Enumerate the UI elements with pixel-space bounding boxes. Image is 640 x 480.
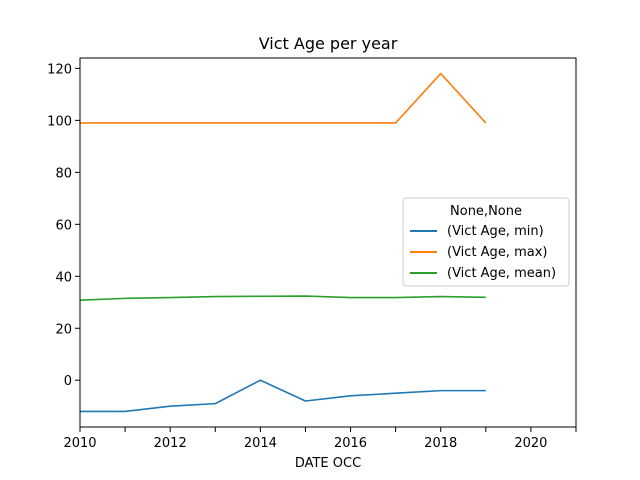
x-tick-label: 2010 — [63, 436, 96, 451]
series-line-0 — [80, 379, 486, 413]
legend-title: None,None — [450, 204, 522, 219]
series-line-2 — [79, 295, 486, 301]
y-tick-label: 120 — [47, 62, 72, 77]
series-lines — [79, 72, 487, 413]
chart-title: Vict Age per year — [259, 34, 398, 53]
x-tick-label: 2012 — [154, 436, 187, 451]
legend-box — [402, 197, 570, 287]
series-line-1 — [80, 72, 487, 124]
y-tick-label: 100 — [47, 114, 72, 129]
y-tick-label: 20 — [55, 322, 72, 337]
x-tick-label: 2014 — [244, 436, 277, 451]
plot-frame — [79, 57, 577, 428]
y-tick-label: 80 — [55, 166, 72, 181]
x-tick-label: 2020 — [514, 436, 547, 451]
y-axis-ticks: 0 20 40 60 80 100 120 — [47, 62, 80, 389]
legend: None,None (Vict Age, min) (Vict Age, max) (… — [402, 197, 570, 287]
y-tick-label: 40 — [55, 270, 72, 285]
y-tick-label: 0 — [64, 374, 72, 389]
legend-label-2: (Vict Age, mean) — [447, 266, 556, 281]
x-axis-ticks: 2010 2012 2014 2016 2018 2020 — [63, 427, 577, 451]
x-tick-label: 2018 — [424, 436, 457, 451]
x-tick-label: 2016 — [334, 436, 367, 451]
legend-label-0: (Vict Age, min) — [447, 224, 544, 239]
y-tick-label: 60 — [55, 218, 72, 233]
x-axis-label: DATE OCC — [295, 456, 361, 471]
legend-label-1: (Vict Age, max) — [447, 245, 547, 260]
